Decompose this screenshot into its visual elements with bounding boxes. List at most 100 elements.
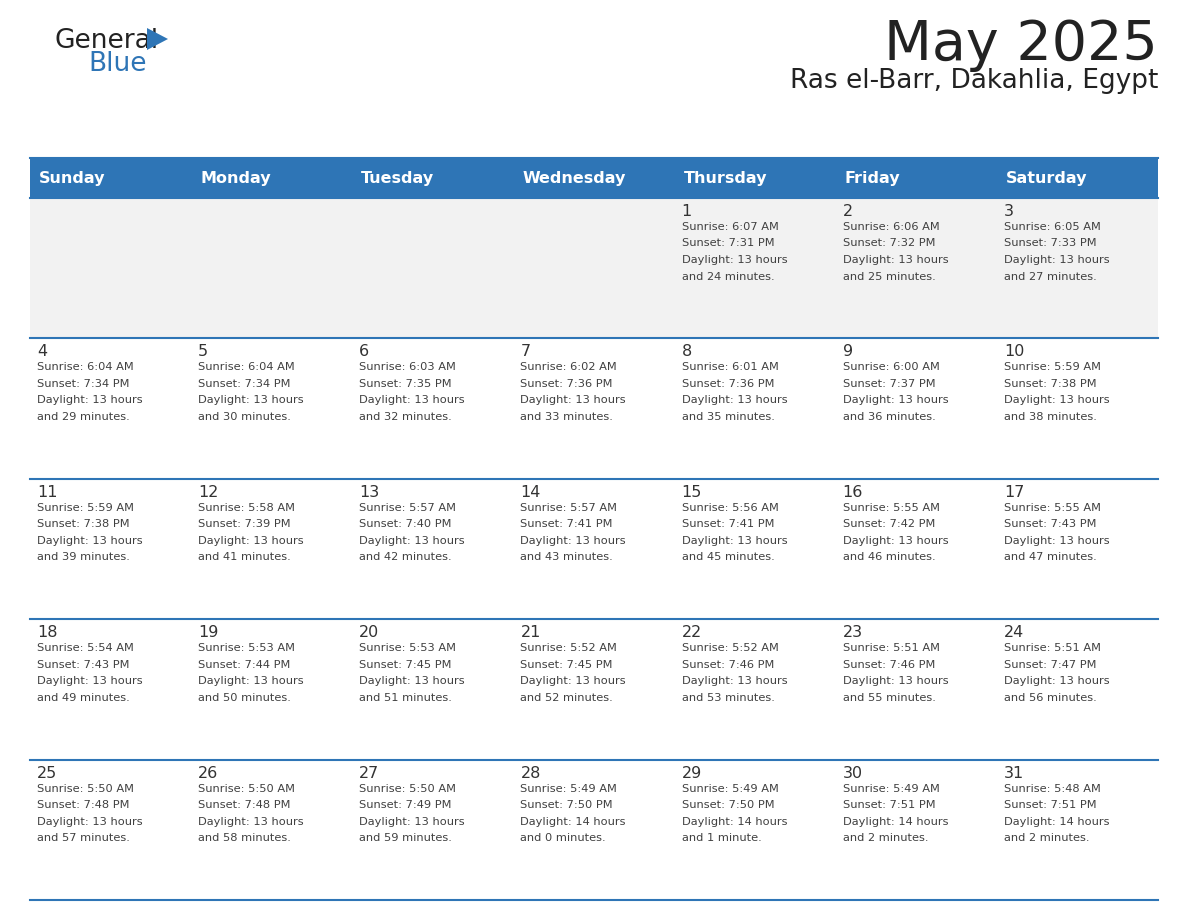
Text: Sunrise: 6:06 AM: Sunrise: 6:06 AM [842,222,940,232]
Text: Sunset: 7:42 PM: Sunset: 7:42 PM [842,520,935,530]
Text: Sunrise: 5:52 AM: Sunrise: 5:52 AM [520,644,618,654]
Text: 27: 27 [359,766,379,780]
Text: Sunset: 7:51 PM: Sunset: 7:51 PM [842,800,935,810]
Text: Daylight: 13 hours: Daylight: 13 hours [842,255,948,265]
Text: Sunset: 7:46 PM: Sunset: 7:46 PM [682,660,773,670]
Text: Sunset: 7:43 PM: Sunset: 7:43 PM [1004,520,1097,530]
Text: Daylight: 13 hours: Daylight: 13 hours [520,677,626,686]
Text: Sunrise: 5:49 AM: Sunrise: 5:49 AM [520,784,618,793]
Bar [675,620,835,759]
Bar [513,759,675,900]
Bar [353,339,513,479]
Text: Sunset: 7:45 PM: Sunset: 7:45 PM [359,660,451,670]
Text: Daylight: 13 hours: Daylight: 13 hours [359,536,465,546]
Text: and 27 minutes.: and 27 minutes. [1004,272,1097,282]
Text: 22: 22 [682,625,702,640]
Text: Daylight: 13 hours: Daylight: 13 hours [842,396,948,406]
Bar [191,198,353,339]
Text: Sunset: 7:46 PM: Sunset: 7:46 PM [842,660,935,670]
Text: Sunrise: 5:50 AM: Sunrise: 5:50 AM [37,784,134,793]
Text: Sunrise: 5:57 AM: Sunrise: 5:57 AM [359,503,456,513]
Text: and 2 minutes.: and 2 minutes. [842,834,928,843]
Text: 3: 3 [1004,204,1013,219]
Bar [30,158,191,198]
Text: Monday: Monday [200,171,271,185]
Bar [675,759,835,900]
Bar [997,158,1158,198]
Text: Daylight: 13 hours: Daylight: 13 hours [198,677,304,686]
Bar [353,198,513,339]
Text: 18: 18 [37,625,57,640]
Text: Sunset: 7:44 PM: Sunset: 7:44 PM [198,660,291,670]
Text: Sunset: 7:31 PM: Sunset: 7:31 PM [682,239,775,249]
Text: Sunset: 7:47 PM: Sunset: 7:47 PM [1004,660,1097,670]
Bar [353,479,513,620]
Text: Daylight: 13 hours: Daylight: 13 hours [198,396,304,406]
Bar [30,198,191,339]
Text: and 45 minutes.: and 45 minutes. [682,553,775,563]
Text: Daylight: 14 hours: Daylight: 14 hours [1004,817,1110,826]
Text: Sunset: 7:48 PM: Sunset: 7:48 PM [198,800,291,810]
Text: Sunrise: 5:54 AM: Sunrise: 5:54 AM [37,644,134,654]
Bar [513,198,675,339]
Bar [30,620,191,759]
Text: and 32 minutes.: and 32 minutes. [359,412,453,422]
Text: Sunset: 7:50 PM: Sunset: 7:50 PM [682,800,775,810]
Text: Sunrise: 5:49 AM: Sunrise: 5:49 AM [842,784,940,793]
Bar [997,198,1158,339]
Text: Daylight: 13 hours: Daylight: 13 hours [359,677,465,686]
Text: Sunrise: 6:01 AM: Sunrise: 6:01 AM [682,363,778,373]
Bar [997,759,1158,900]
Bar [353,158,513,198]
Text: and 52 minutes.: and 52 minutes. [520,693,613,702]
Text: 11: 11 [37,485,57,499]
Text: Sunrise: 5:55 AM: Sunrise: 5:55 AM [842,503,940,513]
Text: Sunset: 7:34 PM: Sunset: 7:34 PM [198,379,291,389]
Text: Saturday: Saturday [1006,171,1087,185]
Text: and 49 minutes.: and 49 minutes. [37,693,129,702]
Text: Daylight: 13 hours: Daylight: 13 hours [842,677,948,686]
Text: Sunset: 7:41 PM: Sunset: 7:41 PM [520,520,613,530]
Text: Sunset: 7:49 PM: Sunset: 7:49 PM [359,800,451,810]
Text: 17: 17 [1004,485,1024,499]
Bar [353,620,513,759]
Text: 26: 26 [198,766,219,780]
Bar [835,158,997,198]
Text: Sunrise: 5:48 AM: Sunrise: 5:48 AM [1004,784,1101,793]
Bar [675,339,835,479]
Text: Sunrise: 6:02 AM: Sunrise: 6:02 AM [520,363,618,373]
Text: and 29 minutes.: and 29 minutes. [37,412,129,422]
Text: 25: 25 [37,766,57,780]
Text: Thursday: Thursday [683,171,767,185]
Bar [835,620,997,759]
Bar [835,479,997,620]
Text: 8: 8 [682,344,691,360]
Bar [353,759,513,900]
Text: Sunrise: 5:50 AM: Sunrise: 5:50 AM [198,784,295,793]
Text: Ras el-Barr, Dakahlia, Egypt: Ras el-Barr, Dakahlia, Egypt [790,68,1158,94]
Text: Daylight: 13 hours: Daylight: 13 hours [37,817,143,826]
Text: Sunrise: 6:05 AM: Sunrise: 6:05 AM [1004,222,1101,232]
Text: Daylight: 13 hours: Daylight: 13 hours [198,536,304,546]
Text: 6: 6 [359,344,369,360]
Text: Daylight: 13 hours: Daylight: 13 hours [520,536,626,546]
Text: Sunset: 7:51 PM: Sunset: 7:51 PM [1004,800,1097,810]
Text: Sunset: 7:43 PM: Sunset: 7:43 PM [37,660,129,670]
Text: and 38 minutes.: and 38 minutes. [1004,412,1097,422]
Text: Sunrise: 5:50 AM: Sunrise: 5:50 AM [359,784,456,793]
Bar [675,158,835,198]
Text: Sunrise: 5:51 AM: Sunrise: 5:51 AM [1004,644,1101,654]
Text: and 59 minutes.: and 59 minutes. [359,834,453,843]
Text: 21: 21 [520,625,541,640]
Text: and 55 minutes.: and 55 minutes. [842,693,936,702]
Text: 5: 5 [198,344,208,360]
Text: Sunrise: 5:53 AM: Sunrise: 5:53 AM [359,644,456,654]
Text: and 46 minutes.: and 46 minutes. [842,553,935,563]
Text: and 25 minutes.: and 25 minutes. [842,272,935,282]
Bar [835,339,997,479]
Text: and 33 minutes.: and 33 minutes. [520,412,613,422]
Text: Tuesday: Tuesday [361,171,435,185]
Text: Sunrise: 6:07 AM: Sunrise: 6:07 AM [682,222,778,232]
Text: and 2 minutes.: and 2 minutes. [1004,834,1089,843]
Bar [191,479,353,620]
